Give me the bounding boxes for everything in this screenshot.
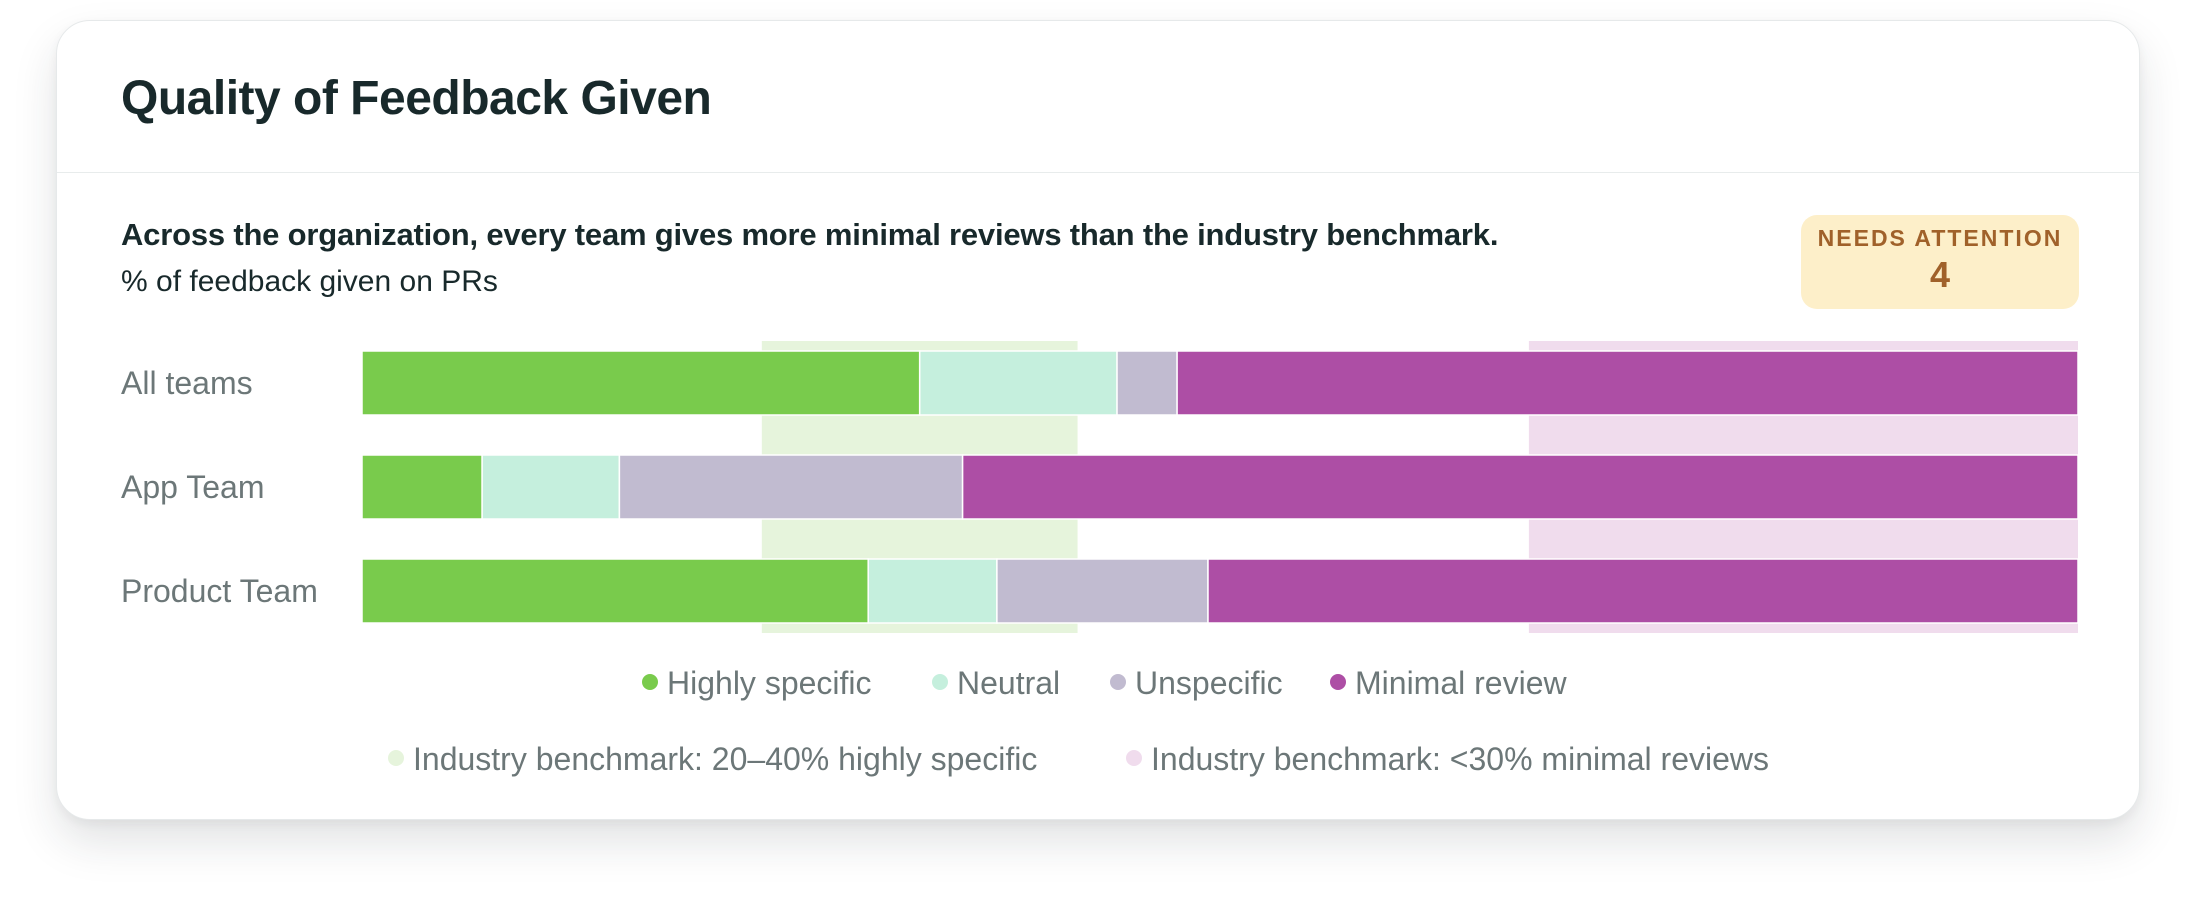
bar-segment-highly-specific [361, 454, 483, 520]
bar-segment-neutral [918, 350, 1118, 416]
benchmark-legend-label: Industry benchmark: 20–40% highly specif… [413, 741, 1037, 777]
chart-headline: Across the organization, every team give… [121, 217, 1499, 252]
bar-segment-highly-specific [361, 558, 869, 624]
badge-label: NEEDS ATTENTION [1817, 225, 2063, 251]
benchmark-legend-swatch [388, 750, 404, 766]
bar-segment-minimal-review [961, 454, 2079, 520]
card-title: Quality of Feedback Given [121, 72, 712, 125]
legend-label: Minimal review [1355, 665, 1567, 701]
benchmark-legend-label: Industry benchmark: <30% minimal reviews [1151, 741, 1769, 777]
bar-segment-neutral [481, 454, 621, 520]
category-label: Product Team [121, 573, 318, 609]
card-header: Quality of Feedback Given [57, 21, 2139, 173]
legend-label: Neutral [957, 665, 1060, 701]
bar-segment-neutral [867, 558, 998, 624]
bar-segment-minimal-review [1207, 558, 2079, 624]
category-label: App Team [121, 469, 265, 505]
category-label: All teams [121, 365, 253, 401]
badge-count: 4 [1929, 254, 1951, 295]
bar-segment-unspecific [996, 558, 1209, 624]
bar-segment-highly-specific [361, 350, 921, 416]
bar-segment-unspecific [1116, 350, 1178, 416]
legend-swatch [1330, 674, 1346, 690]
legend-label: Highly specific [667, 665, 872, 701]
needs-attention-badge: NEEDS ATTENTION 4 [1801, 215, 2079, 309]
legend-swatch [1110, 674, 1126, 690]
bar-segment-unspecific [618, 454, 964, 520]
legend-swatch [932, 674, 948, 690]
chart-subtitle: % of feedback given on PRs [121, 265, 498, 298]
bar-segment-minimal-review [1176, 350, 2079, 416]
legend-swatch [642, 674, 658, 690]
stacked-bar-chart: All teams App Team Product Team Highly spec… [121, 341, 2079, 777]
legend-label: Unspecific [1135, 665, 1283, 701]
feedback-quality-card: Quality of Feedback Given Across the org… [56, 20, 2140, 820]
benchmark-legend-swatch [1126, 750, 1142, 766]
